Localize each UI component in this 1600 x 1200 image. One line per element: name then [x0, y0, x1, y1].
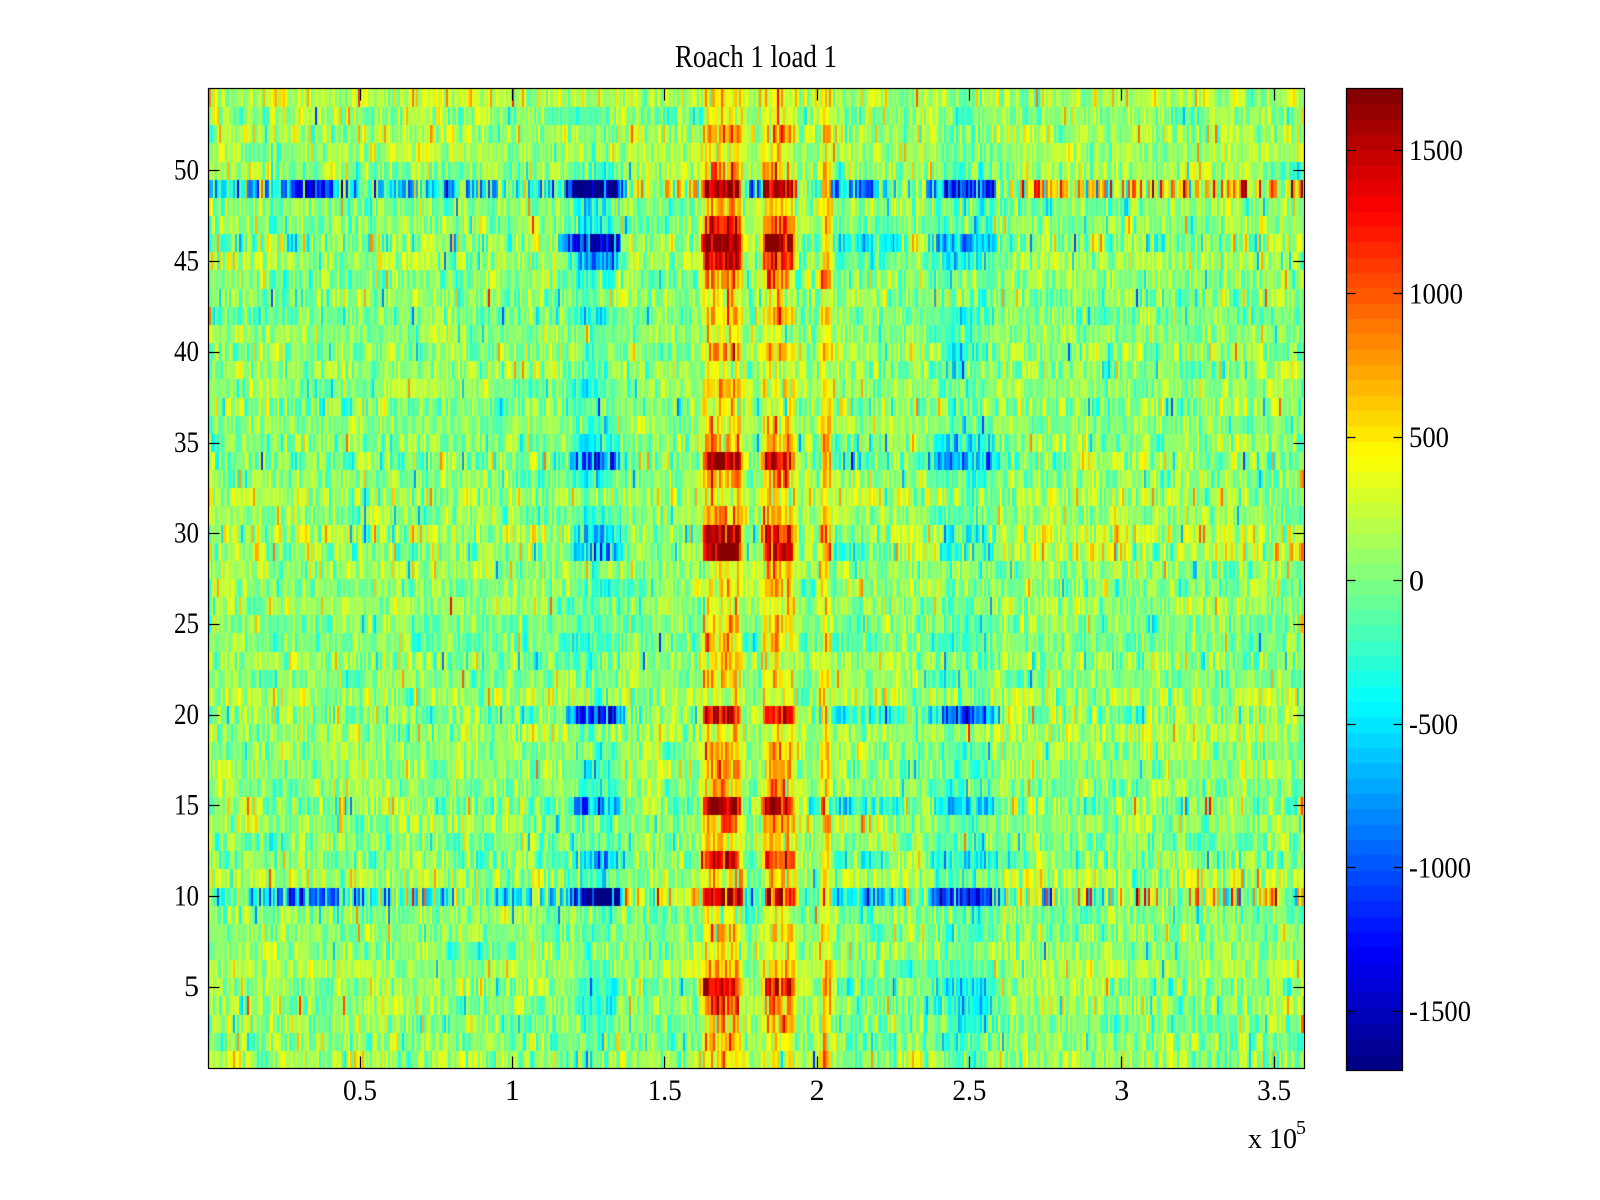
svg-text:40: 40 — [174, 335, 199, 368]
svg-text:1000: 1000 — [1409, 277, 1463, 310]
svg-text:5: 5 — [184, 970, 199, 1003]
svg-text:20: 20 — [174, 698, 199, 731]
svg-text:35: 35 — [174, 426, 199, 459]
svg-text:30: 30 — [174, 517, 199, 550]
svg-text:10: 10 — [174, 879, 199, 912]
svg-text:2: 2 — [810, 1074, 825, 1107]
svg-text:1.5: 1.5 — [648, 1074, 682, 1107]
svg-text:2.5: 2.5 — [952, 1074, 986, 1107]
svg-text:0.5: 0.5 — [343, 1074, 377, 1107]
svg-text:-1500: -1500 — [1409, 995, 1471, 1028]
svg-text:25: 25 — [174, 607, 199, 640]
svg-text:45: 45 — [174, 244, 199, 277]
svg-text:-1000: -1000 — [1409, 851, 1471, 884]
svg-text:3: 3 — [1114, 1074, 1129, 1107]
svg-text:-500: -500 — [1409, 708, 1458, 741]
svg-text:500: 500 — [1409, 421, 1449, 454]
svg-text:x 10: x 10 — [1248, 1124, 1297, 1155]
svg-text:1500: 1500 — [1409, 134, 1463, 167]
svg-text:15: 15 — [174, 789, 199, 822]
svg-text:Roach 1 load 1: Roach 1 load 1 — [675, 38, 837, 74]
svg-text:5: 5 — [1296, 1117, 1306, 1139]
svg-text:0: 0 — [1409, 564, 1424, 597]
svg-text:1: 1 — [505, 1074, 520, 1107]
svg-text:50: 50 — [174, 154, 199, 187]
svg-text:3.5: 3.5 — [1257, 1074, 1291, 1107]
